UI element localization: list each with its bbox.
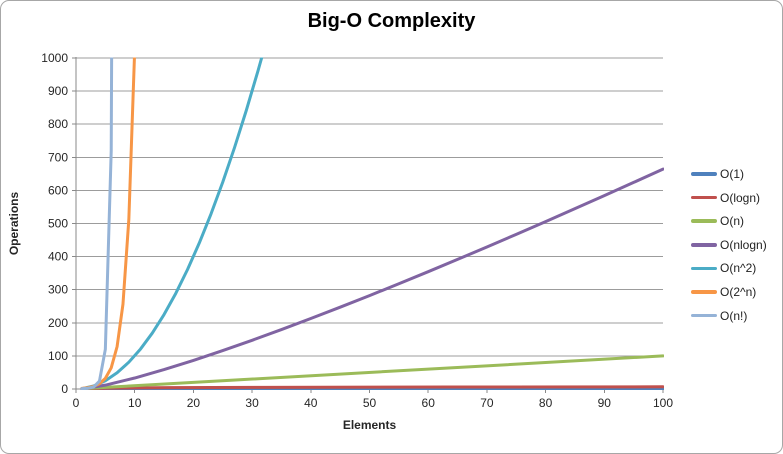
legend-label: O(nlogn) [720, 237, 767, 252]
x-tick-label: 20 [187, 396, 201, 410]
x-tick-label: 40 [304, 396, 318, 410]
legend-line-swatch [691, 313, 717, 318]
legend-line-swatch [691, 243, 717, 247]
legend-line-swatch [691, 219, 717, 223]
legend-label: O(n!) [720, 308, 748, 323]
legend-line-swatch [691, 266, 717, 271]
series-line-o-n-2- [80, 57, 264, 390]
legend-label: O(n) [720, 214, 744, 229]
legend-item-o-2-n-: O(2^n) [691, 285, 767, 299]
y-tick-label: 200 [48, 316, 68, 330]
x-tick-label: 50 [363, 396, 377, 410]
x-tick-label: 30 [245, 396, 259, 410]
y-tick-label: 1000 [41, 51, 68, 65]
series-line-o-n- [80, 354, 664, 390]
x-tick-label: 70 [480, 396, 494, 410]
x-tick-label: 90 [598, 396, 612, 410]
y-tick-label: 0 [61, 382, 68, 396]
legend-label: O(logn) [720, 190, 761, 205]
y-tick-label: 400 [48, 250, 68, 264]
legend-item-o-n-2-: O(n^2) [691, 261, 767, 275]
x-tick-label: 60 [422, 396, 436, 410]
y-tick-label: 900 [48, 84, 68, 98]
y-tick-label: 800 [48, 117, 68, 131]
y-tick-label: 300 [48, 283, 68, 297]
x-tick-label: 100 [653, 396, 673, 410]
y-tick-label: 600 [48, 183, 68, 197]
y-axis-title: Operations [7, 192, 21, 256]
x-tick-label: 80 [539, 396, 553, 410]
series-line-o-nlogn- [80, 167, 664, 390]
series-line-o-n- [80, 57, 114, 390]
legend-item-o-logn-: O(logn) [691, 191, 767, 205]
legend-line-swatch [691, 290, 717, 294]
x-tick-label: 0 [73, 396, 80, 410]
legend-line-swatch [691, 172, 717, 176]
legend: O(1) O(logn) O(n) O(nlogn) O(n^2) O(2^n) O(n!) [691, 167, 767, 323]
legend-label: O(1) [720, 167, 744, 181]
legend-item-o-n-: O(n) [691, 214, 767, 228]
chart-title: Big-O Complexity [307, 10, 476, 32]
x-tick-label: 10 [128, 396, 142, 410]
y-tick-label: 100 [48, 349, 68, 363]
x-axis-title: Elements [343, 418, 397, 432]
legend-label: O(n^2) [720, 261, 757, 276]
y-tick-label: 700 [48, 150, 68, 164]
legend-item-o-n-: O(n!) [691, 309, 767, 323]
series-group [80, 57, 664, 390]
legend-label: O(2^n) [720, 284, 757, 299]
legend-item-o-1-: O(1) [691, 167, 767, 181]
legend-item-o-nlogn-: O(nlogn) [691, 238, 767, 252]
y-tick-label: 500 [48, 217, 68, 231]
legend-line-swatch [691, 195, 717, 200]
